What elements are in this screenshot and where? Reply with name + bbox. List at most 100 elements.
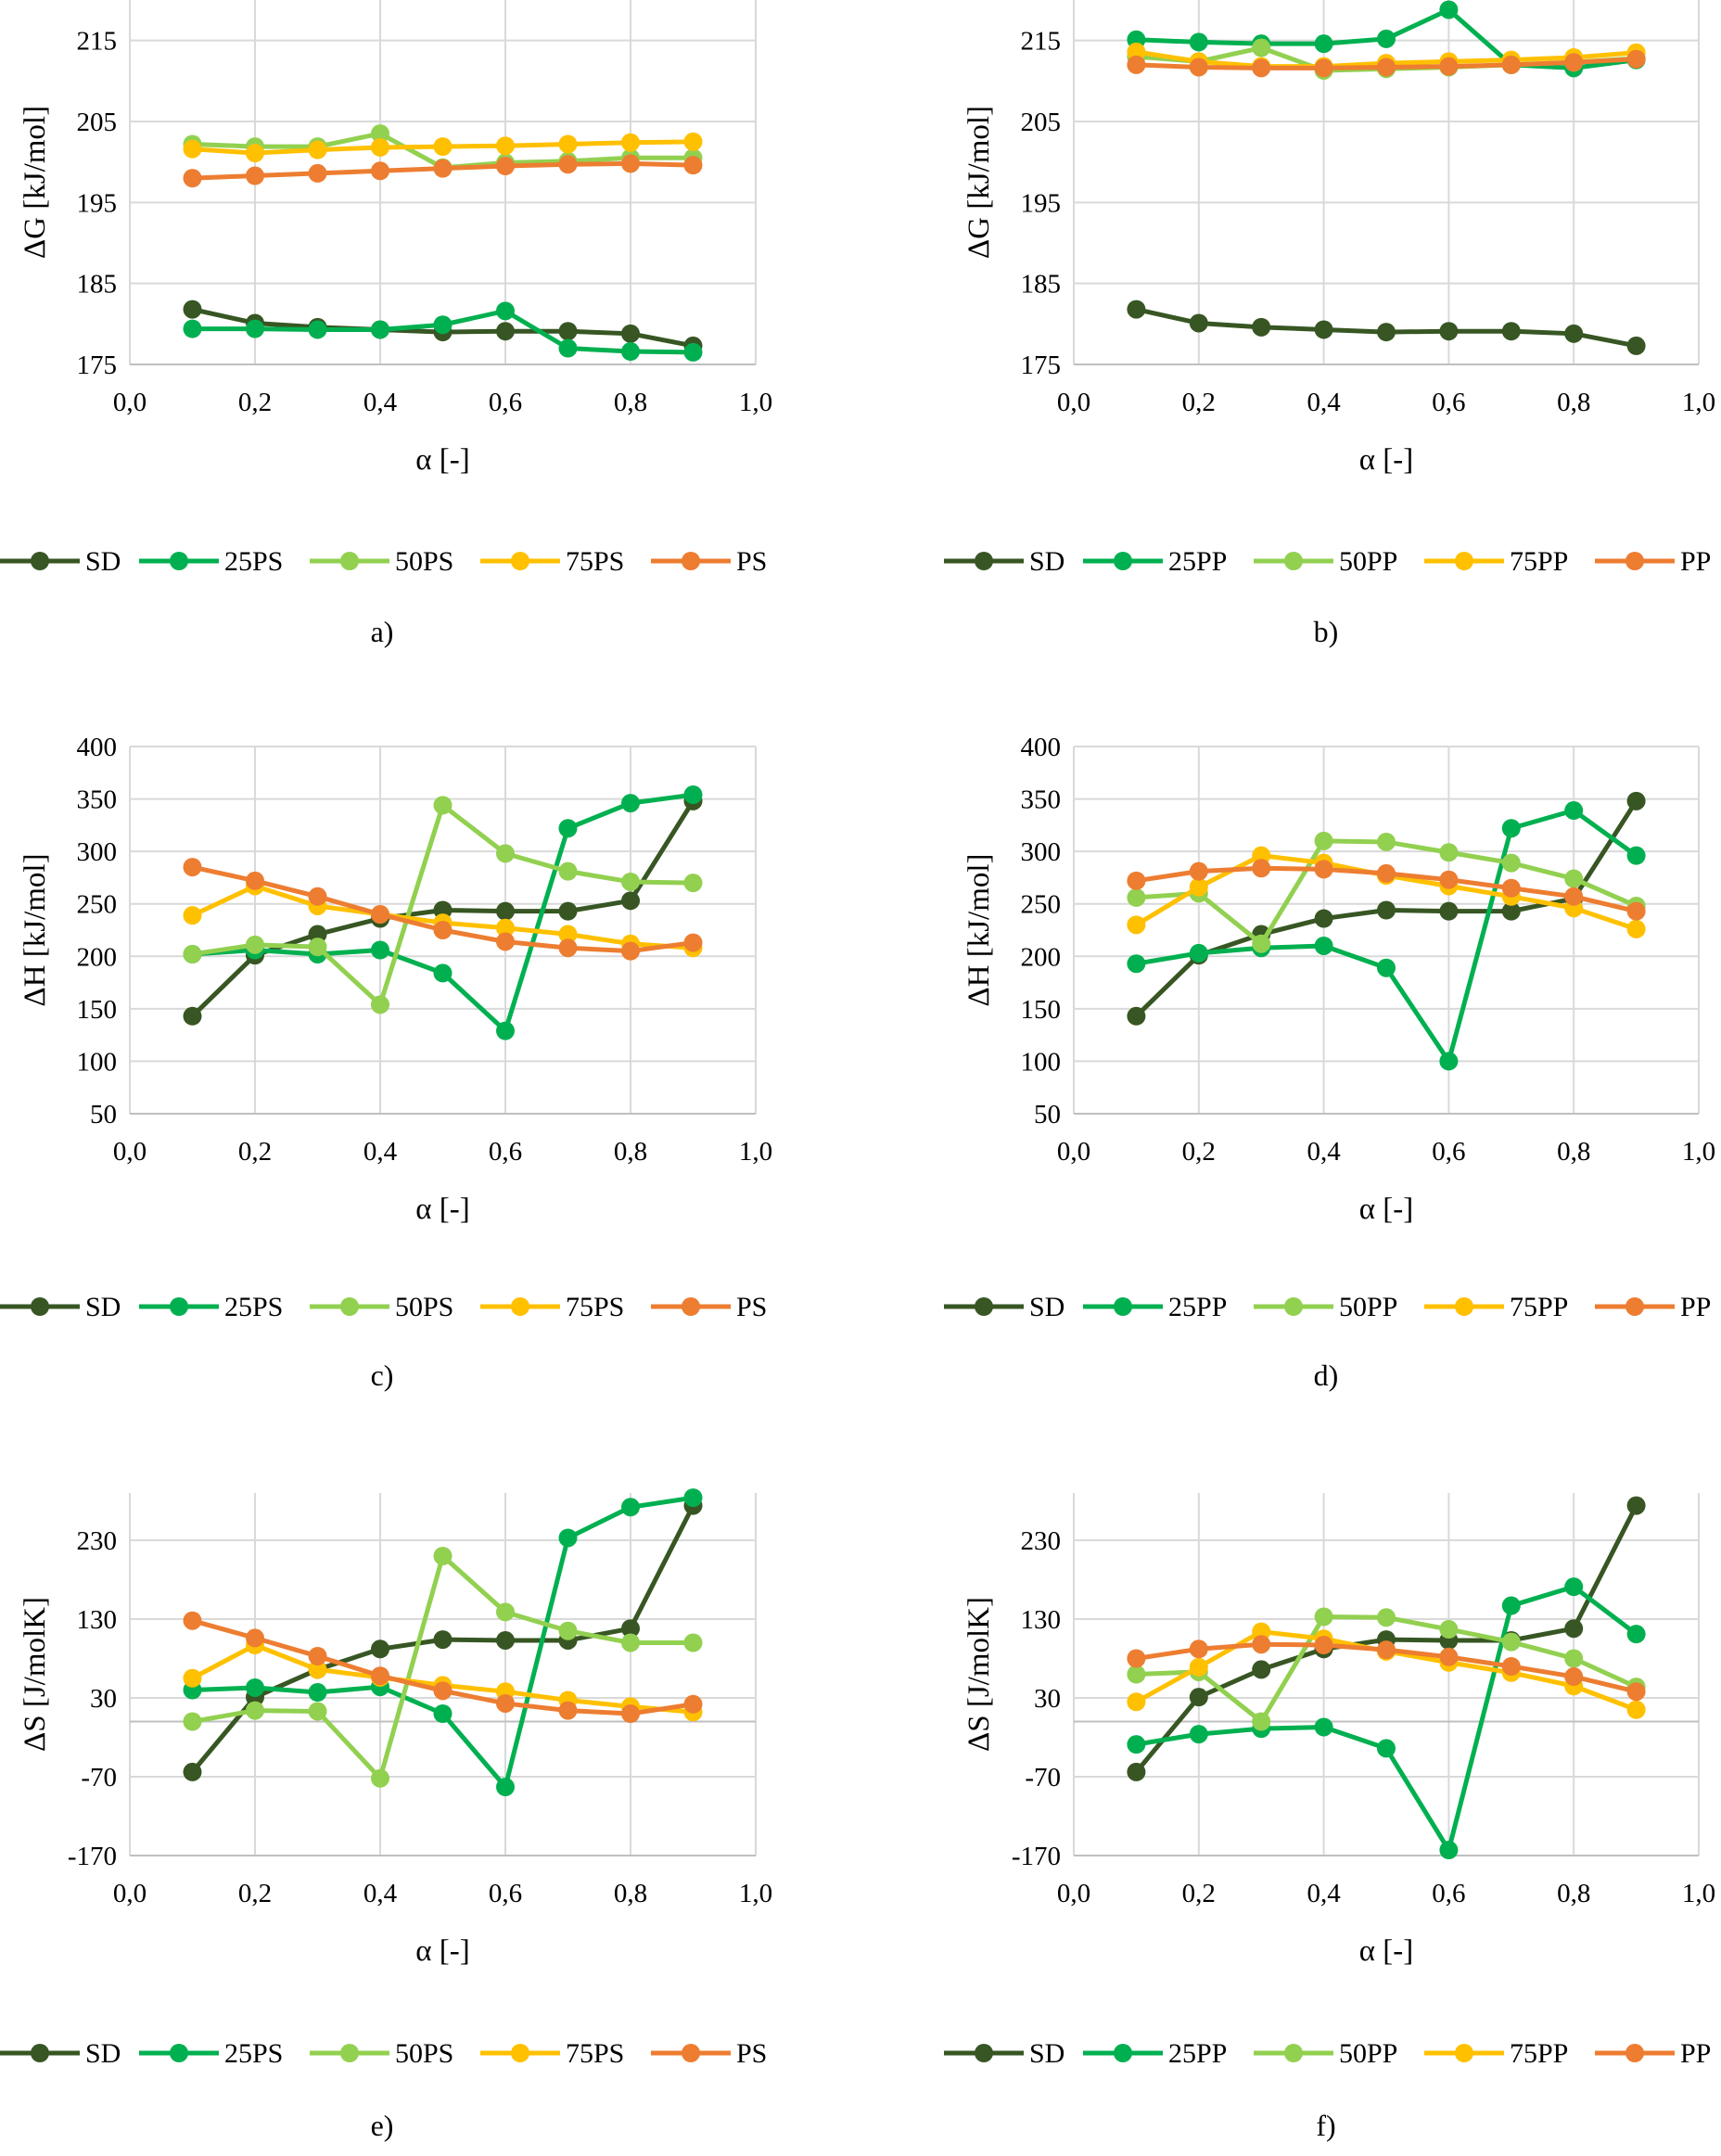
data-point [433,315,453,335]
data-point [183,1611,202,1630]
y-axis-label: ΔS [J/molK] [19,1597,52,1752]
data-point [1314,860,1333,879]
data-point [308,1683,327,1703]
panel-label: e) [371,2109,394,2142]
legend-label: 50PS [395,546,453,577]
legend-swatch-marker [975,2044,993,2062]
data-point [371,137,389,157]
legend-item: PS [651,1292,767,1322]
legend-item: 50PP [1254,546,1397,577]
y-tick-label: 350 [1021,785,1062,815]
y-tick-label: 215 [77,27,118,57]
data-point [1501,55,1521,74]
data-point [433,921,453,939]
x-tick-label: 0,4 [1307,1879,1341,1908]
y-tick-label: 175 [1021,351,1062,380]
legend-item: 50PP [1254,1292,1397,1322]
legend: SD 25PS 50PS 75PS PS [0,546,767,577]
data-point [1564,887,1584,906]
legend-swatch-marker [511,2044,529,2062]
legend-swatch-marker [1114,1297,1132,1316]
legend-swatch-marker [682,2044,700,2062]
data-point [1127,1006,1146,1026]
data-point [183,906,202,925]
data-point [308,887,327,906]
legend-label: 50PP [1339,2038,1397,2069]
legend-swatch-marker [1455,1297,1473,1316]
x-tick-label: 0,6 [1432,1879,1465,1908]
series-PP [1127,859,1646,921]
data-point [1252,58,1271,78]
data-point [1314,936,1333,955]
data-point [1377,323,1396,342]
data-point [1501,853,1521,873]
data-point [371,161,389,181]
series-PP [1127,49,1646,78]
data-point [1564,1577,1584,1597]
y-tick-label: 30 [90,1684,117,1714]
data-point [1626,49,1646,69]
data-point [246,1628,264,1648]
data-point [1189,861,1208,881]
data-point [433,1630,453,1650]
data-point [308,1646,327,1665]
x-tick-label: 0,2 [238,1137,272,1167]
y-tick-label: 100 [1021,1047,1062,1077]
y-tick-label: 185 [1021,270,1062,300]
data-point [1626,846,1646,865]
x-tick-label: 0,8 [1557,388,1590,417]
data-point [246,144,264,163]
data-point [1252,1712,1271,1731]
data-point [1127,1692,1146,1712]
data-point [1127,1665,1146,1684]
chart-panel-d: 50 100 150 200 250 300 350 400 0,0 0,2 0,4 0,6 0,8 1,… [944,733,1715,1392]
legend-item: PP [1595,1292,1711,1322]
legend-item: PP [1595,546,1711,577]
data-point [1564,1649,1584,1668]
legend-swatch-marker [31,1297,49,1316]
legend-label: SD [1029,1292,1064,1322]
data-point [683,785,703,805]
data-point [433,796,453,815]
x-tick-label: 1,0 [739,1879,772,1908]
data-point [683,132,703,151]
y-tick-label: 205 [1021,108,1062,137]
data-point [621,342,640,362]
data-point [1314,1636,1333,1655]
data-point [1626,1625,1646,1644]
y-tick-label: 195 [77,188,118,218]
data-point [1564,869,1584,888]
legend-item: SD [944,2038,1064,2069]
legend-label: SD [85,1292,121,1322]
data-point [183,1006,202,1026]
series-50PS [183,1547,703,1788]
x-tick-label: 1,0 [1682,1879,1715,1908]
data-point [1626,336,1646,355]
data-point [246,1701,264,1720]
data-point [1127,915,1146,935]
y-tick-label: 50 [90,1100,117,1129]
series-PS [183,1611,703,1723]
y-tick-label: 50 [1034,1100,1061,1129]
data-point [1314,58,1333,78]
legend-label: 75PP [1510,546,1568,577]
series-PP [1127,1635,1646,1702]
data-point [433,1704,453,1723]
data-point [1314,34,1333,54]
x-tick-label: 1,0 [739,1137,772,1167]
legend-item: 25PP [1083,2038,1227,2069]
legend-item: SD [944,1292,1064,1322]
x-axis-label: α [-] [1359,1934,1414,1968]
legend-label: 25PP [1168,1292,1227,1322]
data-point [558,155,578,174]
chart-panel-e: -170 -70 30 130 230 0,0 0,2 0,4 0,6 0,8 1,0 α [-] ΔS… [0,1488,772,2142]
data-point [496,1602,515,1622]
data-point [1189,57,1208,77]
y-axis-label: ΔG [kJ/mol] [19,106,52,259]
data-point [1377,900,1396,920]
x-tick-label: 0,0 [1057,1137,1090,1167]
data-point [558,338,578,358]
x-tick-label: 0,8 [614,1137,647,1167]
data-point [183,945,202,964]
